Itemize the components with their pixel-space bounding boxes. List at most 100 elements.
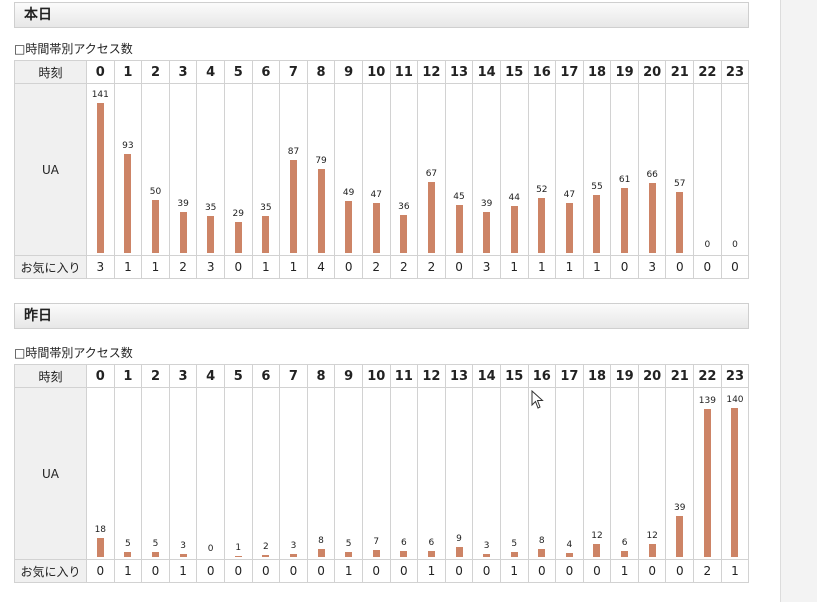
- bar-value-label: 3: [483, 540, 490, 551]
- ua-bar-cell: 1: [223, 387, 253, 560]
- bar-value-label: 9: [456, 534, 462, 545]
- ua-bar: [703, 409, 711, 557]
- favorites-count: 1: [527, 255, 557, 279]
- favorites-count: 1: [279, 255, 308, 279]
- ua-bar-cell: 3: [168, 387, 198, 560]
- ua-bar-cell: 140: [720, 387, 750, 560]
- ua-bar-cell: 141: [86, 83, 115, 256]
- favorites-count: 0: [610, 255, 639, 279]
- ua-bar-cell: 45: [444, 83, 474, 256]
- hourly-access-table-today: 時刻 0 1 2 3 4 5 6 7 8 9 10 11 12 13 14 15 16 17 18 19 20 21 22 23…: [14, 60, 750, 279]
- hour-header: 7: [279, 364, 308, 388]
- bar-value-label: 44: [508, 193, 520, 204]
- ua-bar: [96, 537, 104, 557]
- ua-bar: [372, 203, 380, 253]
- bar-value-label: 2: [262, 541, 269, 552]
- hour-header: 15: [499, 60, 529, 84]
- hour-header: 8: [306, 60, 336, 84]
- hour-header: 13: [444, 364, 474, 388]
- hour-header: 3: [168, 60, 198, 84]
- favorites-count: 1: [610, 559, 639, 583]
- ua-bar: [400, 550, 408, 557]
- hour-header: 0: [86, 60, 115, 84]
- bar-value-label: 3: [180, 540, 186, 551]
- hour-header: 21: [665, 60, 695, 84]
- ua-bar-cell: 5: [141, 387, 170, 560]
- hourly-access-table-yesterday: 時刻 0 1 2 3 4 5 6 7 8 9 10 11 12 13 14 15 16 17 18 19 20 21 22 23…: [14, 364, 750, 583]
- ua-bar-cell: 0: [196, 387, 225, 560]
- ua-bar: [124, 551, 132, 557]
- favorites-count: 0: [361, 559, 391, 583]
- ua-bar-cell: 79: [306, 83, 336, 256]
- ua-bar-cell: 66: [637, 83, 667, 256]
- favorites-count: 1: [141, 255, 170, 279]
- ua-bar-cell: 5: [499, 387, 529, 560]
- bar-value-label: 35: [260, 202, 272, 213]
- ua-bar: [676, 192, 684, 253]
- ua-bar-cell: 6: [610, 387, 639, 560]
- favorites-count: 0: [582, 559, 612, 583]
- bar-value-label: 45: [453, 192, 465, 203]
- ua-bar-cell: 49: [334, 83, 363, 256]
- bar-value-label: 79: [315, 155, 327, 166]
- bar-value-label: 47: [370, 190, 382, 200]
- hour-header: 5: [223, 364, 253, 388]
- favorites-count: 1: [417, 559, 446, 583]
- favorites-count: 1: [499, 559, 529, 583]
- ua-bar-cell: 8: [306, 387, 336, 560]
- ua-bar-cell: 4: [555, 387, 584, 560]
- hour-header: 4: [196, 364, 225, 388]
- ua-bar: [400, 214, 408, 253]
- favorites-count: 0: [665, 559, 695, 583]
- ua-bar: [317, 168, 325, 253]
- hour-header: 19: [610, 364, 639, 388]
- hour-header: 2: [141, 60, 170, 84]
- bar-value-label: 6: [428, 537, 435, 548]
- favorites-count: 3: [637, 255, 667, 279]
- ua-bar: [621, 550, 629, 557]
- bar-value-label: 141: [91, 90, 109, 100]
- mouse-cursor-icon: [531, 390, 544, 409]
- hour-header: 16: [527, 60, 557, 84]
- ua-bar: [289, 160, 297, 253]
- ua-bar-cell: 9: [444, 387, 474, 560]
- bar-value-label: 87: [287, 147, 300, 158]
- ua-bar-cell: 55: [582, 83, 612, 256]
- favorites-count: 1: [113, 559, 143, 583]
- ua-bar: [455, 547, 463, 557]
- bar-value-label: 29: [232, 209, 244, 220]
- hour-header: 20: [637, 364, 667, 388]
- favorites-count: 4: [306, 255, 336, 279]
- ua-bar-cell: 39: [472, 83, 501, 256]
- ua-bar: [538, 548, 546, 557]
- ua-bar: [648, 182, 656, 253]
- ua-bar: [179, 211, 187, 253]
- bar-value-label: 0: [207, 544, 214, 554]
- ua-bar-cell: 6: [417, 387, 446, 560]
- favorites-count: 1: [334, 559, 363, 583]
- bar-value-label: 12: [591, 531, 603, 542]
- hour-header: 22: [693, 364, 722, 388]
- right-side-panel: [780, 0, 817, 602]
- hour-header: 16: [527, 364, 557, 388]
- ua-bar-cell: 12: [582, 387, 612, 560]
- ua-bar-cell: 47: [361, 83, 391, 256]
- favorites-count: 1: [582, 255, 612, 279]
- bar-value-label: 5: [125, 538, 131, 549]
- hour-header: 11: [389, 60, 419, 84]
- favorites-count: 0: [196, 559, 225, 583]
- ua-bar: [538, 197, 546, 253]
- section-title: 昨日: [24, 308, 52, 324]
- hour-header: 10: [361, 60, 391, 84]
- favorites-count: 0: [223, 559, 253, 583]
- ua-bar-cell: 50: [141, 83, 170, 256]
- hour-header: 17: [555, 364, 584, 388]
- bar-value-label: 36: [398, 201, 410, 212]
- ua-bar-cell: 0: [693, 83, 722, 256]
- hour-header: 9: [334, 364, 363, 388]
- favorites-count: 2: [417, 255, 446, 279]
- hour-header: 3: [168, 364, 198, 388]
- bar-value-label: 6: [621, 537, 628, 548]
- ua-bar-cell: 5: [334, 387, 363, 560]
- ua-bar: [427, 550, 435, 557]
